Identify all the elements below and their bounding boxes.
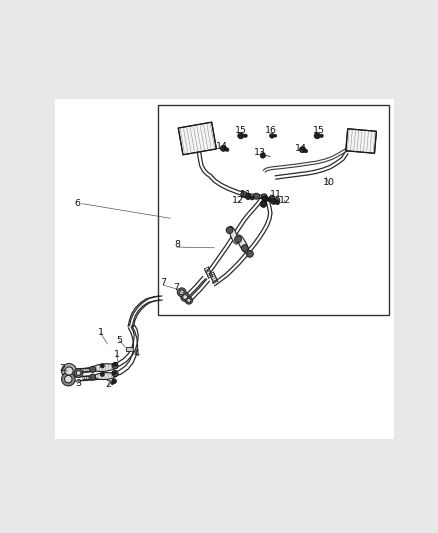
Circle shape bbox=[111, 382, 114, 385]
Circle shape bbox=[247, 251, 253, 257]
Text: 12: 12 bbox=[232, 196, 244, 205]
Circle shape bbox=[64, 375, 72, 383]
Circle shape bbox=[112, 370, 118, 377]
Ellipse shape bbox=[94, 373, 116, 379]
Bar bbox=[158, 104, 389, 315]
Circle shape bbox=[250, 196, 254, 200]
Text: 8: 8 bbox=[174, 240, 180, 249]
Circle shape bbox=[260, 153, 265, 158]
Circle shape bbox=[304, 149, 307, 153]
Circle shape bbox=[262, 196, 268, 202]
Text: 13: 13 bbox=[254, 148, 266, 157]
Circle shape bbox=[61, 373, 75, 386]
Text: 7: 7 bbox=[160, 278, 166, 287]
Circle shape bbox=[276, 200, 279, 205]
Circle shape bbox=[183, 295, 187, 300]
Text: 1: 1 bbox=[114, 350, 120, 359]
Text: 14: 14 bbox=[295, 144, 307, 153]
Circle shape bbox=[235, 236, 241, 243]
Text: 15: 15 bbox=[313, 126, 325, 135]
Circle shape bbox=[274, 198, 280, 203]
Circle shape bbox=[260, 200, 267, 207]
Text: 2: 2 bbox=[59, 364, 65, 373]
Circle shape bbox=[187, 298, 191, 302]
Text: 10: 10 bbox=[323, 178, 335, 187]
Text: 6: 6 bbox=[75, 199, 81, 208]
Circle shape bbox=[76, 370, 81, 375]
Text: 12: 12 bbox=[279, 196, 291, 205]
Text: 4: 4 bbox=[134, 349, 140, 358]
Circle shape bbox=[241, 245, 248, 252]
Circle shape bbox=[253, 193, 259, 199]
Circle shape bbox=[271, 198, 277, 204]
Circle shape bbox=[220, 146, 226, 151]
Circle shape bbox=[238, 133, 244, 139]
Circle shape bbox=[267, 198, 271, 201]
Text: 2: 2 bbox=[105, 380, 111, 389]
Circle shape bbox=[177, 288, 186, 297]
Polygon shape bbox=[126, 347, 133, 351]
Circle shape bbox=[113, 362, 117, 366]
Text: 5: 5 bbox=[116, 336, 122, 345]
Circle shape bbox=[90, 374, 96, 380]
Text: 1: 1 bbox=[98, 328, 103, 337]
Text: 11: 11 bbox=[240, 190, 252, 199]
Circle shape bbox=[300, 147, 306, 153]
Circle shape bbox=[179, 290, 184, 295]
Ellipse shape bbox=[92, 364, 116, 372]
Circle shape bbox=[100, 364, 104, 368]
Text: 15: 15 bbox=[235, 126, 247, 135]
Circle shape bbox=[226, 227, 233, 233]
Circle shape bbox=[314, 133, 320, 139]
Circle shape bbox=[185, 297, 193, 304]
Circle shape bbox=[112, 363, 118, 369]
Text: 14: 14 bbox=[216, 142, 228, 151]
Ellipse shape bbox=[230, 227, 238, 244]
Circle shape bbox=[181, 293, 190, 302]
Text: 3: 3 bbox=[75, 379, 81, 388]
Ellipse shape bbox=[237, 235, 248, 253]
Text: 9: 9 bbox=[260, 196, 266, 205]
Circle shape bbox=[100, 373, 104, 376]
Circle shape bbox=[226, 148, 229, 151]
Circle shape bbox=[112, 370, 116, 375]
Circle shape bbox=[270, 133, 274, 138]
Circle shape bbox=[320, 134, 323, 138]
Circle shape bbox=[245, 193, 251, 199]
Circle shape bbox=[244, 134, 247, 138]
Circle shape bbox=[90, 366, 96, 373]
Text: 7: 7 bbox=[173, 283, 179, 292]
Polygon shape bbox=[178, 122, 216, 155]
Circle shape bbox=[274, 134, 277, 137]
Circle shape bbox=[261, 194, 267, 200]
Text: 16: 16 bbox=[265, 126, 277, 135]
Circle shape bbox=[241, 191, 247, 198]
Polygon shape bbox=[346, 129, 376, 154]
Circle shape bbox=[65, 367, 73, 375]
Circle shape bbox=[74, 369, 83, 377]
Text: 11: 11 bbox=[270, 190, 282, 199]
Circle shape bbox=[61, 364, 77, 378]
Circle shape bbox=[269, 195, 275, 200]
Circle shape bbox=[112, 379, 117, 384]
